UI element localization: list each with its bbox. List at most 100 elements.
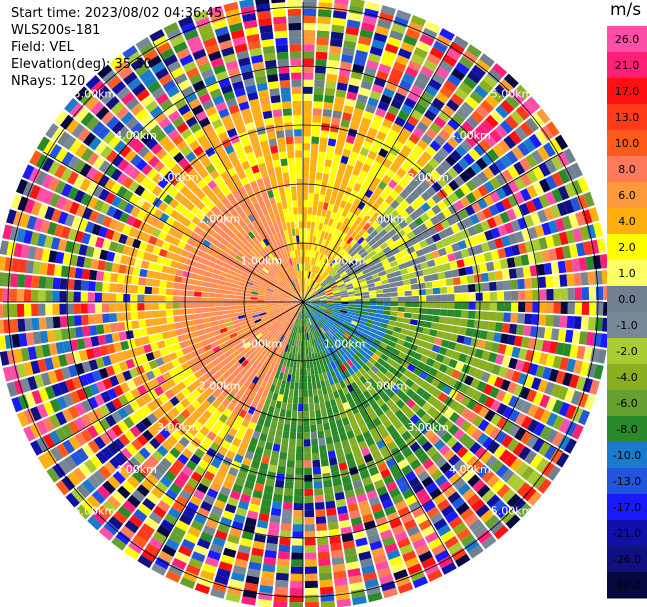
gate-cell (74, 86, 90, 102)
gate-cell (464, 166, 477, 179)
gate-cell (258, 292, 266, 296)
gate-cell (321, 326, 328, 333)
gate-cell (277, 551, 290, 560)
gate-cell (275, 579, 289, 588)
gate-cell (513, 161, 526, 176)
gate-cell (254, 483, 265, 492)
gate-cell (451, 112, 465, 126)
gate-cell (285, 300, 293, 302)
gate-cell (243, 370, 252, 379)
gate-cell (29, 184, 41, 200)
gate-cell (345, 341, 353, 349)
gate-cell (341, 439, 350, 449)
gate-cell (305, 601, 319, 607)
gate-cell (320, 230, 326, 239)
gate-cell (38, 317, 47, 330)
gate-cell (214, 530, 228, 541)
gate-cell (353, 530, 367, 540)
gate-cell (172, 343, 182, 352)
gate-cell (46, 330, 56, 343)
gate-cell (326, 340, 332, 348)
gate-cell (289, 602, 303, 607)
gate-cell (351, 381, 359, 390)
gate-cell (183, 29, 199, 41)
gate-cell (164, 234, 174, 244)
gate-cell (329, 45, 342, 55)
gate-cell (145, 137, 158, 150)
gate-cell (489, 281, 497, 291)
gate-cell (232, 141, 243, 151)
gate-cell (419, 494, 432, 507)
gate-cell (313, 193, 320, 202)
gate-cell (295, 286, 299, 294)
gate-cell (468, 148, 481, 161)
gate-cell (317, 366, 323, 374)
gate-cell (103, 461, 117, 475)
gate-cell (322, 372, 328, 380)
gate-cell (323, 314, 331, 319)
gate-cell (327, 521, 339, 531)
gate-cell (396, 167, 407, 178)
gate-cell (269, 457, 279, 466)
gate-cell (98, 160, 111, 174)
gate-cell (558, 168, 570, 184)
gate-cell (369, 411, 378, 421)
gate-cell (305, 299, 313, 302)
gate-cell (163, 54, 178, 67)
gate-cell (451, 242, 461, 252)
gate-cell (456, 107, 470, 120)
gate-cell (132, 140, 145, 154)
gate-cell (338, 257, 345, 265)
gate-cell (282, 430, 290, 439)
gate-cell (395, 356, 404, 365)
gate-cell (226, 242, 235, 251)
gate-cell (30, 360, 41, 375)
gate-cell (422, 364, 432, 374)
gate-cell (283, 495, 293, 503)
gate-cell (216, 315, 224, 321)
gate-cell (407, 167, 418, 178)
gate-cell (181, 217, 192, 228)
gate-cell (176, 122, 189, 134)
gate-cell (358, 320, 367, 326)
gate-cell (476, 253, 486, 264)
gate-cell (465, 327, 474, 337)
gate-cell (305, 299, 313, 302)
gate-cell (391, 562, 406, 574)
gate-cell (416, 397, 427, 408)
gate-cell (161, 223, 172, 234)
gate-cell (429, 47, 445, 60)
gate-cell (123, 312, 132, 321)
gate-cell (126, 475, 140, 489)
gate-cell (379, 124, 390, 135)
gate-cell (383, 333, 392, 340)
gate-cell (221, 138, 232, 148)
gate-cell (379, 242, 389, 250)
gate-cell (571, 330, 581, 344)
gate-cell (270, 259, 276, 267)
gate-cell (92, 470, 107, 484)
gate-cell (545, 314, 554, 327)
gate-cell (415, 544, 430, 557)
gate-cell (108, 516, 123, 530)
gate-cell (414, 376, 425, 387)
gate-cell (554, 218, 566, 232)
gate-cell (215, 311, 224, 316)
gate-cell (141, 232, 152, 243)
gate-cell (466, 319, 475, 328)
gate-cell (517, 242, 528, 255)
gate-cell (167, 274, 176, 282)
gate-cell (116, 283, 124, 293)
gate-cell (378, 63, 392, 74)
gate-cell (340, 395, 348, 404)
gate-cell (104, 178, 116, 191)
gate-cell (122, 349, 132, 360)
gate-cell (424, 219, 434, 229)
gate-cell (203, 253, 212, 261)
gate-cell (305, 302, 313, 305)
gate-cell (400, 234, 410, 244)
gate-cell (67, 420, 80, 435)
gate-cell (389, 518, 403, 529)
gate-cell (546, 412, 558, 427)
gate-cell (460, 139, 473, 152)
